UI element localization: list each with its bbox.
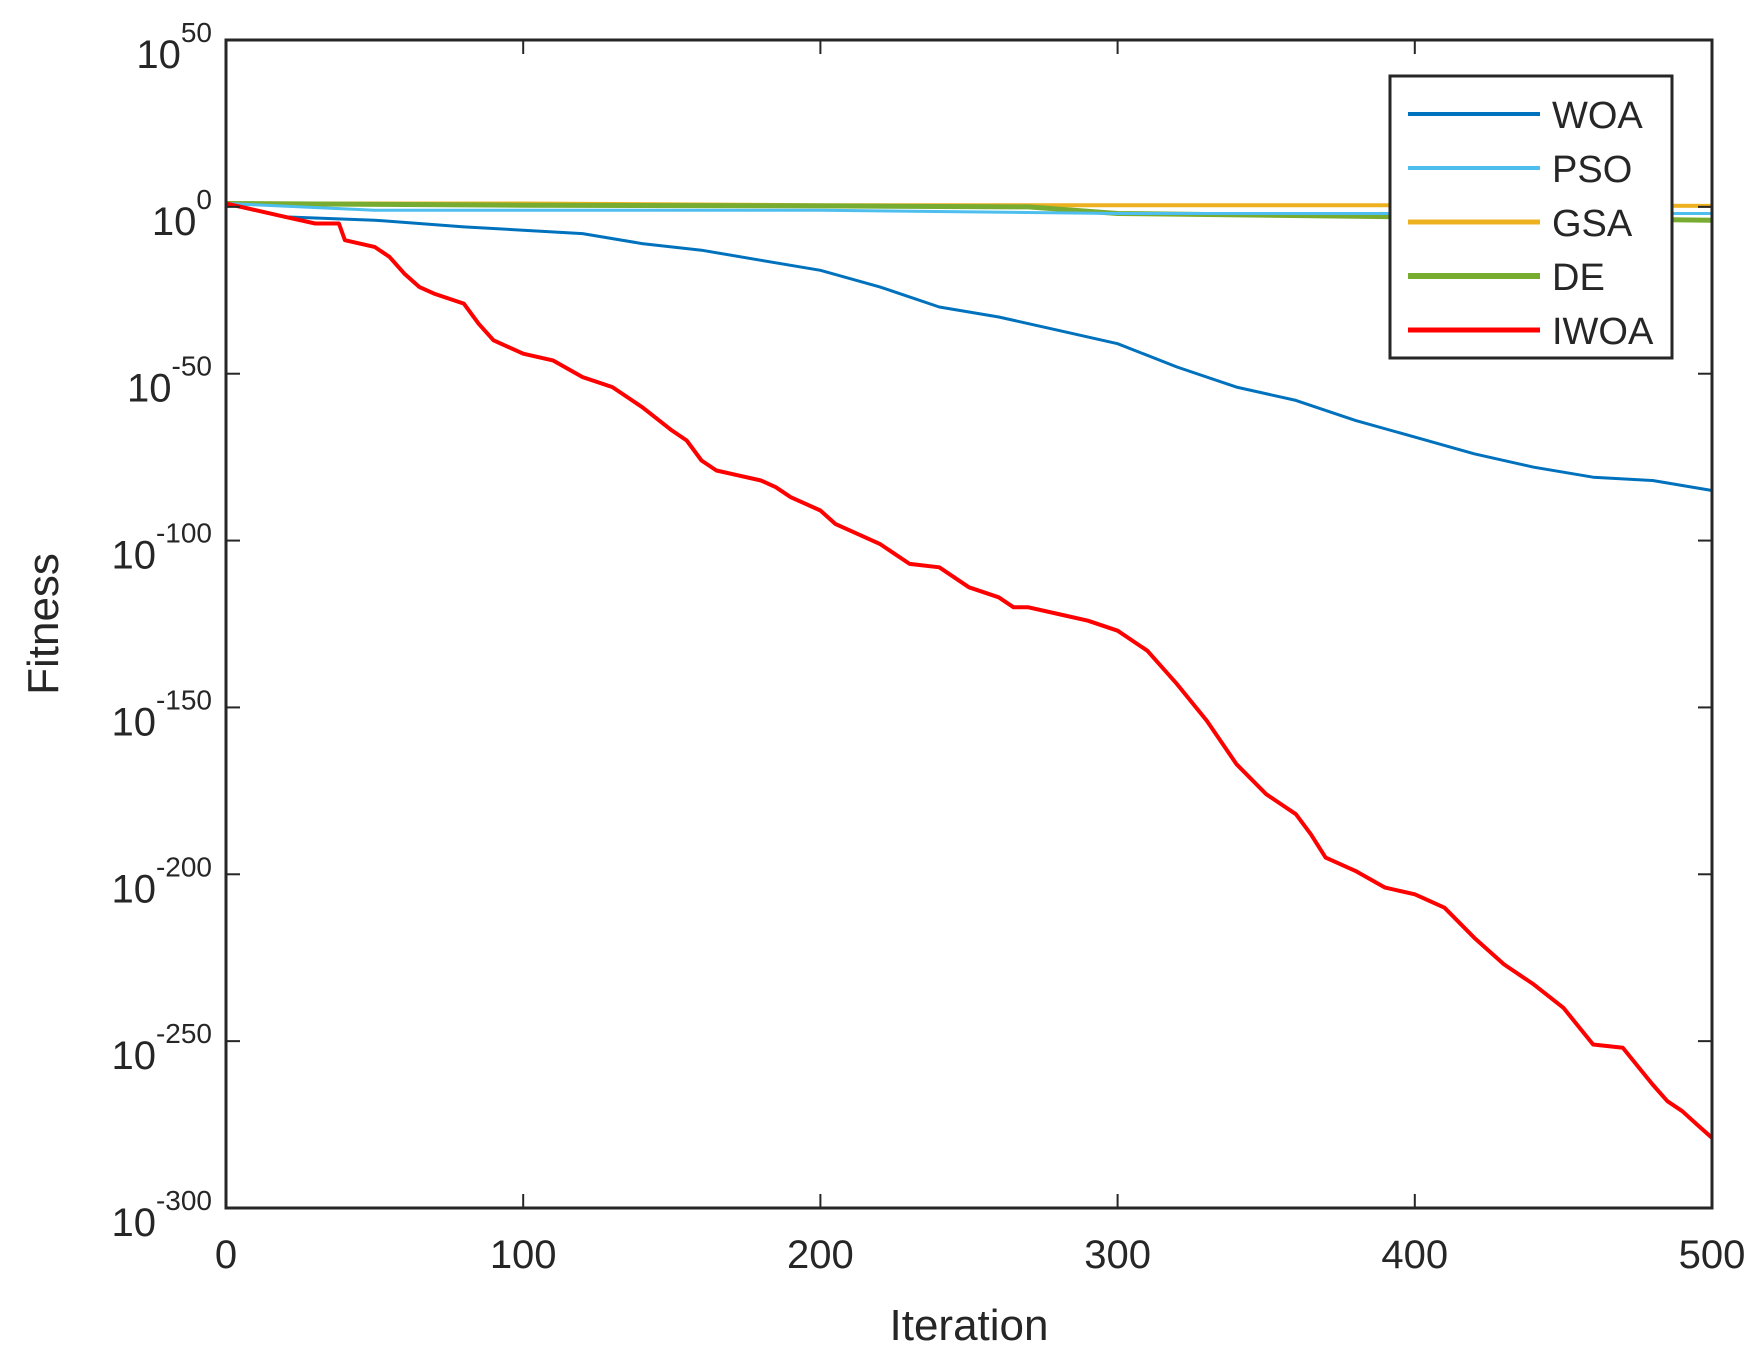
x-tick-label: 100: [490, 1233, 557, 1277]
legend-box: [1388, 74, 1674, 360]
x-axis-ticks: 0 100 200 300 400 500: [215, 40, 1746, 1277]
y-tick-base: 10: [111, 700, 156, 744]
x-tick-label: 200: [787, 1233, 854, 1277]
x-tick-label: 300: [1084, 1233, 1151, 1277]
y-tick-label: 10-100: [111, 518, 212, 578]
y-tick-base: 10: [111, 1034, 156, 1078]
legend-label-woa: WOA: [1552, 95, 1643, 137]
legend-label-iwoa: IWOA: [1552, 311, 1654, 353]
y-tick-exponent: -250: [156, 1018, 212, 1049]
y-axis-title: Fitness: [19, 553, 68, 695]
y-tick-label: 10-50: [127, 351, 212, 411]
y-tick-label: 10-200: [111, 851, 212, 911]
x-tick-label: 0: [215, 1233, 237, 1277]
y-tick-base: 10: [111, 534, 156, 578]
legend: WOA PSO GSA DE IWOA: [1388, 74, 1674, 360]
y-tick-label: 10-250: [111, 1018, 212, 1078]
x-tick-label: 400: [1381, 1233, 1448, 1277]
legend-label-gsa: GSA: [1552, 203, 1633, 245]
x-tick-label: 500: [1679, 1233, 1746, 1277]
y-tick-exponent: 0: [196, 184, 212, 215]
y-tick-exponent: -300: [156, 1185, 212, 1216]
y-tick-exponent: 50: [181, 17, 212, 48]
y-tick-label: 10-150: [111, 684, 212, 744]
x-axis-title: Iteration: [890, 1301, 1049, 1350]
series-line-woa: [225, 202, 1713, 492]
y-tick-base: 10: [152, 200, 197, 244]
y-axis-ticks: 105010010-5010-10010-15010-20010-25010-3…: [111, 17, 1712, 1245]
y-tick-exponent: -50: [172, 351, 212, 382]
y-tick-label: 10-300: [111, 1185, 212, 1245]
y-tick-label: 1050: [136, 17, 212, 77]
y-tick-exponent: -150: [156, 684, 212, 715]
legend-label-de: DE: [1552, 257, 1605, 299]
plot-area-frame: [224, 38, 1714, 1210]
y-tick-exponent: -100: [156, 518, 212, 549]
legend-label-pso: PSO: [1552, 149, 1632, 191]
y-tick-base: 10: [127, 367, 172, 411]
y-tick-base: 10: [111, 867, 156, 911]
series-line-iwoa: [225, 201, 1714, 1140]
y-tick-base: 10: [111, 1201, 156, 1245]
y-tick-exponent: -200: [156, 851, 212, 882]
y-tick-base: 10: [136, 33, 181, 77]
y-tick-label: 100: [152, 184, 212, 244]
